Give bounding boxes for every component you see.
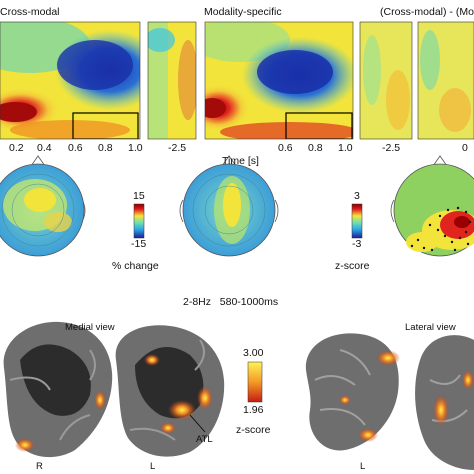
topomap-modality-specific bbox=[179, 155, 279, 257]
tf-panel-cross-modal-baseline bbox=[148, 22, 196, 139]
hemisphere-label: L bbox=[360, 461, 366, 472]
colorbar-max-label: 3.00 bbox=[243, 347, 264, 359]
tick-label: 1.0 bbox=[338, 142, 353, 154]
colorbar-min-label: -3 bbox=[352, 238, 362, 250]
tick-label: 1.0 bbox=[128, 142, 143, 154]
tf-panel-cross-modal bbox=[0, 22, 140, 139]
colorbar-z-score-brain bbox=[247, 361, 263, 403]
brain-lateral-right bbox=[415, 335, 474, 470]
label-lateral-view: Lateral view bbox=[405, 322, 456, 333]
tick-label: -2.5 bbox=[168, 142, 187, 154]
tf-panel-difference bbox=[418, 22, 474, 139]
hemisphere-label: R bbox=[36, 461, 43, 472]
topomap-cross-modal bbox=[0, 155, 86, 257]
brain-medial-right bbox=[3, 321, 113, 458]
panel-title-modality-specific: Modality-specific bbox=[204, 6, 282, 18]
annotation-atl: ATL bbox=[196, 434, 213, 445]
axis-title-time: Time [s] bbox=[222, 155, 259, 167]
tick-label: 0.8 bbox=[308, 142, 323, 154]
panel-title-difference: (Cross-modal) - (Mo bbox=[380, 6, 474, 18]
colorbar-max-label: 15 bbox=[133, 190, 145, 202]
frequency-time-caption: 2-8Hz 580-1000ms bbox=[183, 296, 279, 308]
tf-panel-difference-baseline bbox=[360, 22, 412, 139]
colorbar-min-label: -15 bbox=[131, 238, 147, 250]
colorbar-min-label: 1.96 bbox=[243, 404, 264, 416]
hemisphere-label: L bbox=[150, 461, 156, 472]
tick-label: 0 bbox=[462, 142, 468, 154]
tf-panel-modality-specific bbox=[205, 22, 353, 139]
brain-medial-left bbox=[115, 325, 225, 457]
brain-lateral-left bbox=[305, 333, 400, 451]
colorbar-percent-change bbox=[133, 203, 145, 239]
tick-label: 0.6 bbox=[68, 142, 83, 154]
colorbar-z-score-topo bbox=[351, 203, 363, 239]
label-medial-view: Medial view bbox=[65, 322, 115, 333]
panel-title-cross-modal: Cross-modal bbox=[0, 6, 60, 18]
topomap-difference bbox=[390, 155, 474, 257]
colorbar-unit-label: z-score bbox=[335, 260, 370, 272]
colorbar-unit-label: % change bbox=[112, 260, 159, 272]
tick-label: 0.2 bbox=[9, 142, 24, 154]
tick-label: -2.5 bbox=[382, 142, 401, 154]
tick-label: 0.4 bbox=[37, 142, 52, 154]
tick-label: 0.6 bbox=[278, 142, 293, 154]
colorbar-unit-label: z-score bbox=[236, 424, 271, 436]
tick-label: 0.8 bbox=[98, 142, 113, 154]
colorbar-max-label: 3 bbox=[354, 190, 360, 202]
